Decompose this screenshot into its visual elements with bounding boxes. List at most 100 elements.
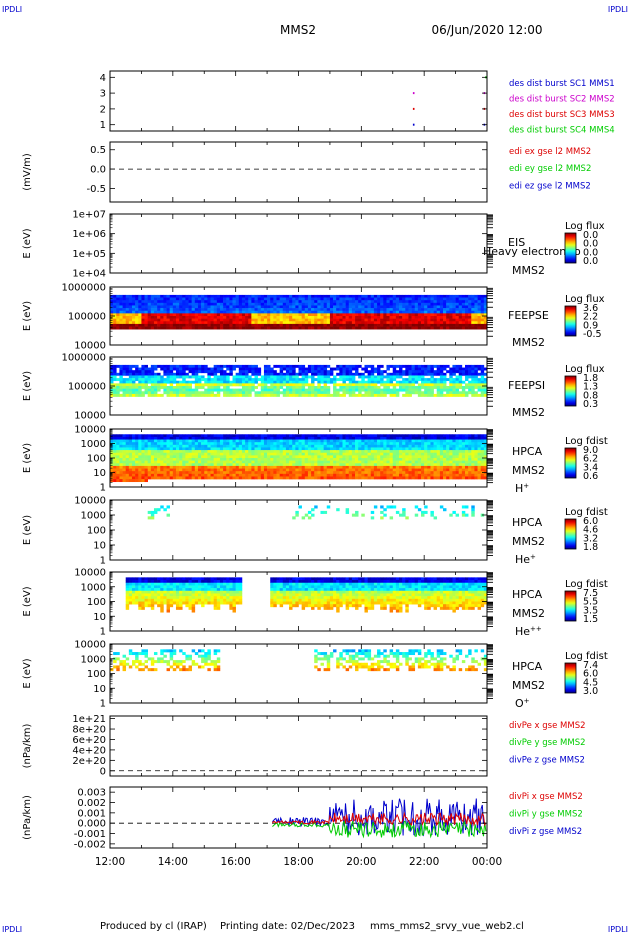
- spectrogram-cell: [110, 450, 114, 454]
- spectrogram-cell: [355, 444, 359, 448]
- spectrogram-cell: [138, 391, 142, 395]
- spectrogram-cell: [223, 305, 227, 309]
- spectrogram-cell: [292, 471, 296, 475]
- spectrogram-cell: [185, 313, 189, 317]
- spectrogram-cell: [386, 375, 390, 379]
- spectrogram-cell: [238, 465, 243, 469]
- spectrogram-cell: [304, 313, 309, 317]
- spectrogram-cell: [373, 308, 378, 312]
- spectrogram-cell: [436, 310, 441, 314]
- spectrogram-cell: [314, 447, 318, 451]
- spectrogram-cell: [201, 310, 205, 314]
- spectrogram-cell: [386, 436, 390, 440]
- spectrogram-cell: [439, 442, 444, 446]
- spectrogram-cell: [402, 463, 406, 467]
- spectrogram-cell: [329, 294, 334, 298]
- spectrogram-cell: [147, 308, 152, 312]
- spectrogram-cell: [182, 305, 186, 309]
- spectrogram-cell: [395, 370, 400, 374]
- spectrogram-cell: [383, 465, 387, 469]
- spectrogram-cell: [345, 294, 350, 298]
- spectrogram-cell: [166, 300, 170, 304]
- spectrogram-cell: [282, 378, 287, 382]
- spectrogram-cell: [439, 316, 444, 319]
- spectrogram-cell: [207, 326, 211, 330]
- spectrogram-cell: [163, 442, 167, 446]
- spectrogram-cell: [427, 364, 431, 368]
- spectrogram-cell: [282, 372, 287, 376]
- spectrogram-cell: [122, 393, 127, 397]
- spectrogram-cell: [430, 473, 434, 477]
- spectrogram-cell: [141, 318, 145, 322]
- spectrogram-cell: [383, 391, 387, 395]
- spectrogram-cell: [307, 468, 312, 472]
- spectrogram-cell: [433, 302, 438, 306]
- spectrogram-cell: [110, 297, 114, 301]
- spectrogram-cell: [323, 294, 328, 298]
- spectrogram-cell: [238, 439, 243, 443]
- spectrogram-cell: [311, 434, 315, 438]
- spectrogram-cell: [229, 455, 233, 459]
- spectrogram-cell: [116, 447, 120, 451]
- spectrogram-cell: [471, 380, 475, 384]
- spectrogram-cell: [307, 326, 312, 330]
- spectrogram-cell: [248, 364, 252, 368]
- spectrogram-cell: [138, 436, 142, 440]
- spectrogram-cell: [380, 468, 384, 472]
- spectrogram-cell: [320, 302, 324, 306]
- spectrogram-cell: [160, 439, 164, 443]
- spectrogram-cell: [226, 300, 230, 304]
- spectrogram-cell: [141, 463, 145, 467]
- spectrogram-cell: [336, 463, 340, 467]
- spectrogram-cell: [219, 388, 224, 392]
- spectrogram-cell: [204, 452, 208, 456]
- spectrogram-cell: [292, 380, 296, 384]
- spectrogram-cell: [270, 308, 274, 312]
- spectrogram-cell: [364, 444, 368, 448]
- spectrogram-cell: [169, 465, 174, 469]
- spectrogram-cell: [166, 313, 170, 317]
- spectrogram-cell: [430, 442, 434, 446]
- spectrogram-cell: [116, 442, 120, 446]
- spectrogram-cell: [207, 375, 211, 379]
- spectrogram-cell: [229, 372, 233, 376]
- spectrogram-cell: [395, 455, 400, 459]
- spectrogram-cell: [326, 321, 331, 325]
- spectrogram-cell: [188, 455, 192, 459]
- spectrogram-cell: [197, 473, 202, 477]
- spectrogram-cell: [417, 444, 422, 448]
- spectrogram-cell: [336, 468, 340, 472]
- spectrogram-cell: [443, 326, 447, 330]
- spectrogram-cell: [113, 463, 117, 467]
- spectrogram-cell: [295, 391, 299, 395]
- spectrogram-cell: [175, 294, 180, 298]
- spectrogram-cell: [245, 323, 249, 327]
- spectrogram-cell: [116, 471, 120, 475]
- spectrogram-cell: [138, 460, 142, 464]
- spectrogram-cell: [405, 386, 409, 389]
- spectrogram-cell: [292, 294, 296, 298]
- spectrogram-cell: [383, 326, 387, 330]
- spectrogram-cell: [175, 305, 180, 309]
- spectrogram-cell: [147, 305, 152, 309]
- spectrogram-cell: [147, 442, 152, 446]
- spectrogram-cell: [135, 460, 139, 464]
- spectrogram-cell: [427, 450, 431, 454]
- spectrogram-cell: [116, 393, 120, 397]
- spectrogram-cell: [226, 297, 230, 301]
- spectrogram-cell: [339, 305, 343, 309]
- spectrogram-cell: [191, 473, 196, 477]
- spectrogram-cell: [163, 308, 167, 312]
- spectrogram-cell: [395, 375, 400, 379]
- spectrogram-cell: [248, 294, 252, 298]
- spectrogram-cell: [257, 300, 262, 304]
- spectrogram-cell: [113, 300, 117, 304]
- spectrogram-cell: [128, 442, 133, 446]
- spectrogram-cell: [113, 305, 117, 309]
- spectrogram-cell: [232, 391, 236, 395]
- spectrogram-cell: [273, 294, 277, 298]
- spectrogram-cell: [163, 372, 167, 376]
- spectrogram-cell: [270, 452, 274, 456]
- spectrogram-cell: [370, 393, 375, 397]
- spectrogram-cell: [194, 386, 199, 389]
